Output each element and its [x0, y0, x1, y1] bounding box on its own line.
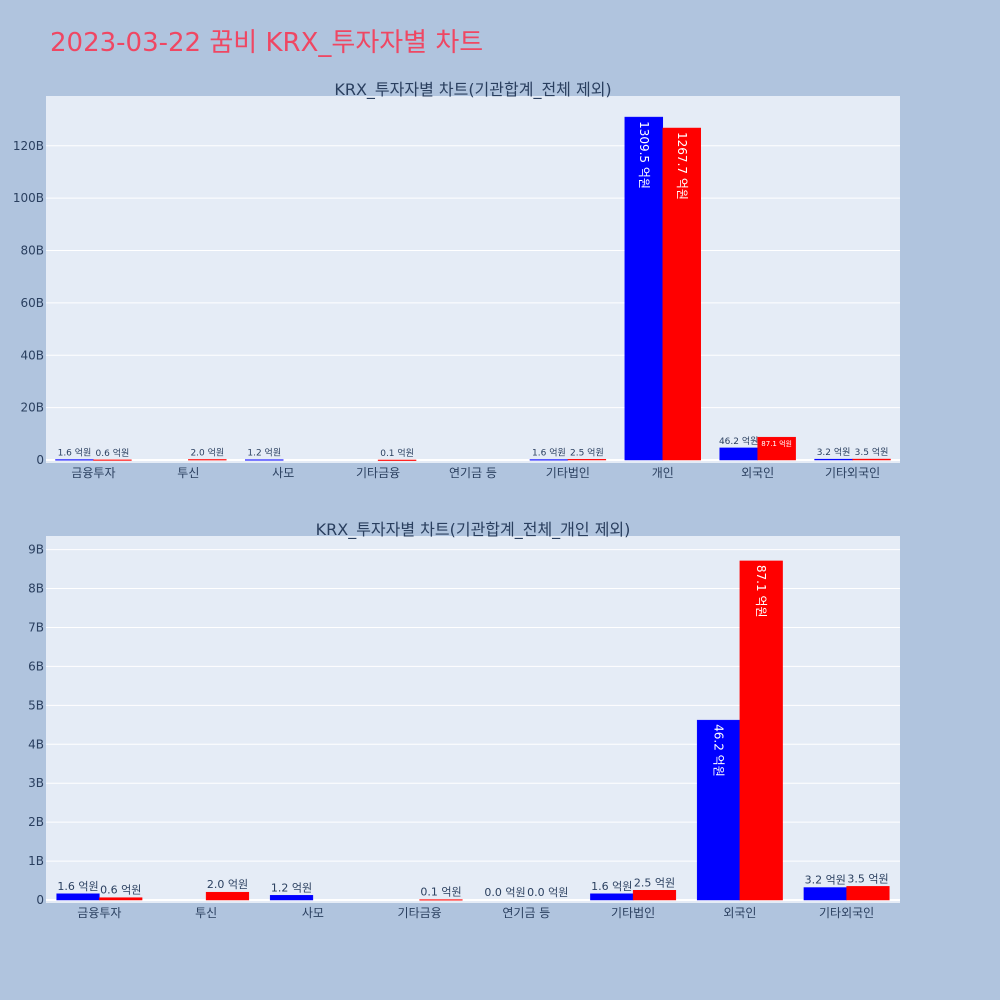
- data-label: 87.1 억원: [754, 565, 768, 618]
- data-label: 0.1 억원: [380, 447, 414, 459]
- x-tick-label: 개인: [652, 466, 674, 480]
- y-tick-label: 2B: [28, 815, 44, 829]
- data-label: 3.5 억원: [847, 872, 888, 885]
- y-tick-label: 9B: [28, 543, 44, 557]
- y-tick-label: 4B: [28, 737, 44, 751]
- x-tick-label: 사모: [302, 906, 324, 920]
- chart-1: 0 20B 40B 60B 80B 100B 120B KRX_투자자별 차트(기관합계_전체…: [13, 80, 900, 480]
- y-tick-label: 40B: [20, 348, 44, 362]
- bar-sell: [567, 459, 607, 461]
- data-label: 46.2 억원: [719, 435, 758, 447]
- y-tick-label: 0: [36, 893, 44, 907]
- y-tick-label: 20B: [20, 401, 44, 415]
- data-label: 2.0 억원: [190, 446, 224, 458]
- bar-buy: [803, 887, 847, 901]
- chart-2: 0 1B 2B 3B 4B 5B 6B 7B 8B 9B KRX_투자자별 차트(기관합계_전체_개…: [28, 520, 900, 920]
- bar-sell: [377, 459, 417, 461]
- bar-buy: [590, 893, 634, 901]
- y-tick-label: 80B: [20, 244, 44, 258]
- chart-title: KRX_투자자별 차트(기관합계_전체_개인 제외): [316, 520, 631, 540]
- x-tick-label: 연기금 등: [502, 906, 550, 920]
- y-tick-label: 100B: [13, 191, 44, 205]
- data-label: 46.2 억원: [712, 724, 726, 777]
- data-label: 0.0 억원: [484, 886, 525, 899]
- data-label: 1.6 억원: [532, 447, 566, 459]
- page-title: 2023-03-22 꿈비 KRX_투자자별 차트: [50, 28, 484, 58]
- x-tick-label: 기타법인: [611, 906, 655, 920]
- bar-buy: [55, 459, 94, 461]
- y-tick-label: 120B: [13, 139, 44, 153]
- data-label: 1.2 억원: [247, 447, 281, 459]
- x-tick-label: 기타금융: [398, 906, 442, 920]
- bar-buy: [696, 719, 741, 901]
- x-tick-label: 사모: [272, 466, 294, 480]
- bar-sell: [205, 891, 250, 901]
- y-tick-label: 0: [36, 453, 44, 467]
- bar-buy: [814, 458, 853, 461]
- x-tick-label: 투신: [177, 466, 199, 480]
- x-tick-label: 기타금융: [356, 466, 400, 480]
- bar-sell: [852, 458, 891, 461]
- data-label: 1.6 억원: [58, 447, 92, 459]
- y-tick-label: 5B: [28, 698, 44, 712]
- y-tick-label: 3B: [28, 776, 44, 790]
- bar-sell: [93, 459, 132, 461]
- x-tick-label: 기타법인: [546, 466, 590, 480]
- bar-buy: [719, 447, 758, 461]
- y-tick-label: 7B: [28, 620, 44, 634]
- x-tick-label: 금융투자: [77, 906, 121, 920]
- data-label: 0.1 억원: [420, 886, 461, 899]
- y-tick-label: 6B: [28, 659, 44, 673]
- bar-sell: [99, 897, 143, 901]
- bar-sell: [757, 436, 796, 461]
- data-label: 2.0 억원: [207, 878, 248, 891]
- bar-sell: [632, 890, 677, 901]
- bar-buy: [245, 459, 284, 461]
- data-label: 3.2 억원: [817, 446, 851, 458]
- data-label: 0.6 억원: [100, 884, 141, 897]
- y-tick-label: 8B: [28, 582, 44, 596]
- bar-sell: [188, 459, 227, 461]
- y-tick-label: 60B: [20, 296, 44, 310]
- bar-buy: [529, 459, 569, 461]
- data-label: 87.1 억원: [761, 439, 792, 448]
- x-tick-label: 투신: [195, 906, 217, 920]
- bar-buy: [56, 893, 100, 901]
- chart-title: KRX_투자자별 차트(기관합계_전체 제외): [334, 80, 611, 100]
- x-tick-label: 외국인: [723, 906, 756, 920]
- data-label: 0.6 억원: [96, 447, 130, 459]
- data-label: 1267.7 억원: [675, 132, 689, 200]
- data-label: 2.5 억원: [634, 876, 675, 889]
- data-label: 3.2 억원: [805, 874, 846, 887]
- x-tick-label: 기타외국인: [819, 906, 874, 920]
- data-label: 1309.5 억원: [637, 121, 651, 189]
- x-tick-label: 금융투자: [71, 466, 115, 480]
- data-label: 2.5 억원: [570, 446, 604, 458]
- data-label: 1.6 억원: [591, 880, 632, 893]
- x-tick-label: 외국인: [741, 466, 774, 480]
- bar-buy: [624, 116, 664, 461]
- bar-buy: [269, 895, 314, 901]
- bar-sell: [739, 560, 783, 901]
- bar-sell: [662, 127, 701, 461]
- data-label: 0.0 억원: [527, 886, 568, 899]
- x-tick-label: 기타외국인: [825, 466, 880, 480]
- x-tick-label: 연기금 등: [449, 466, 497, 480]
- y-tick-label: 1B: [28, 854, 44, 868]
- data-label: 1.6 억원: [57, 880, 98, 893]
- data-label: 1.2 억원: [271, 881, 312, 894]
- bar-sell: [846, 886, 890, 901]
- data-label: 3.5 억원: [855, 446, 889, 458]
- bar-sell: [419, 899, 463, 901]
- plot-area: [46, 96, 900, 463]
